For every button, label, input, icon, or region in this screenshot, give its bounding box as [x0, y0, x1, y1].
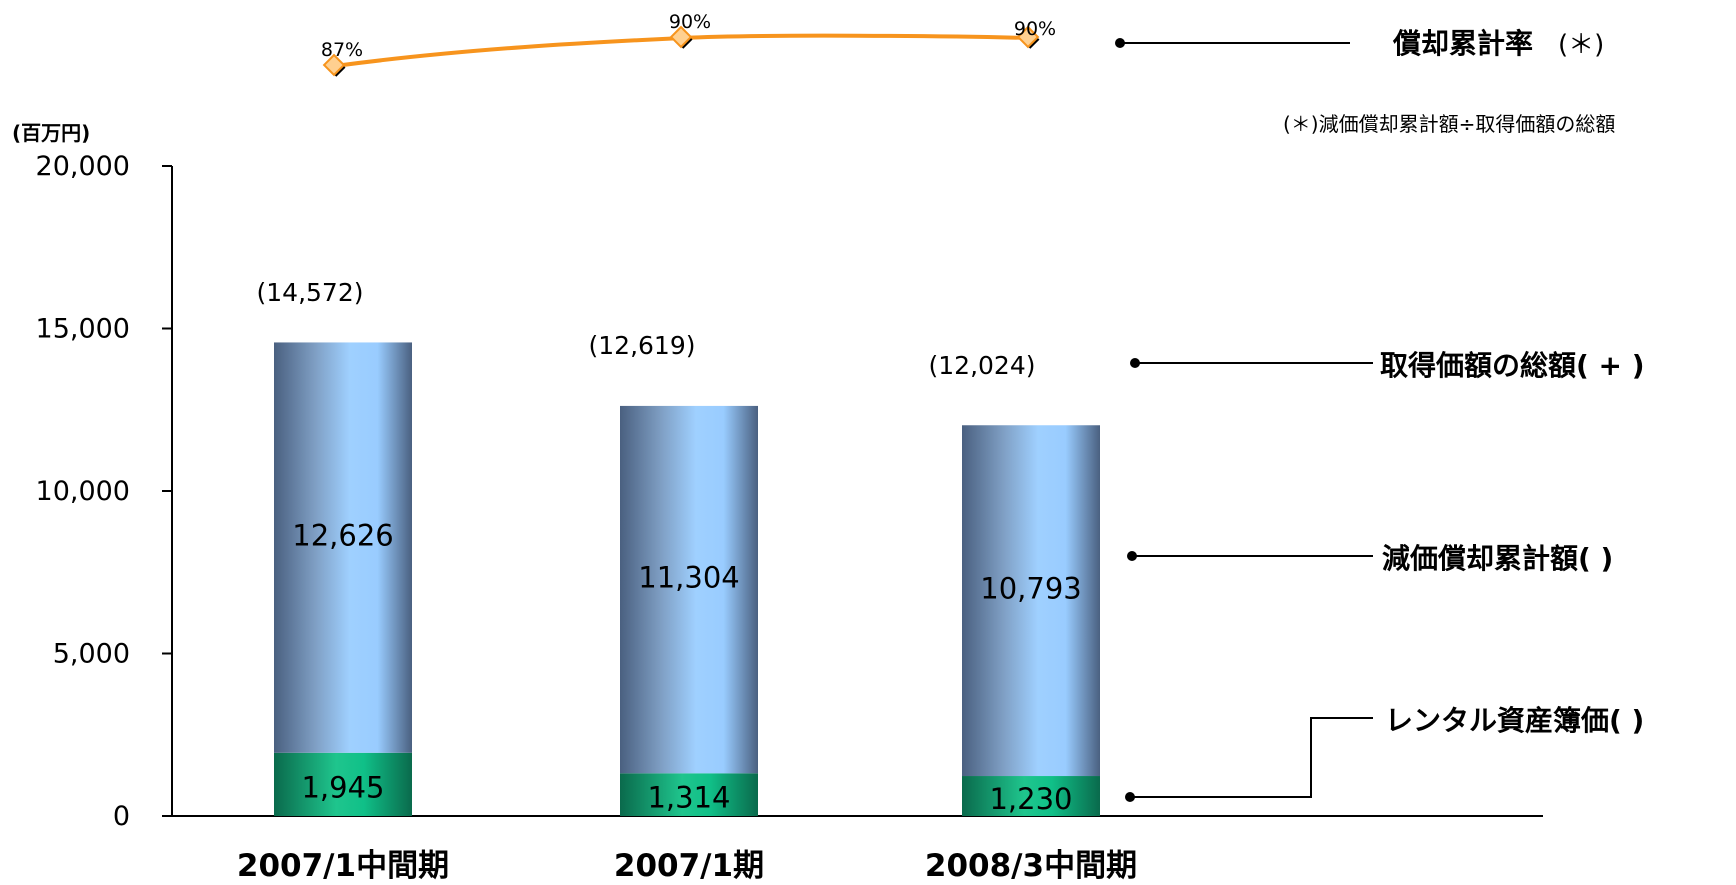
- bar-accumulated-depreciation: [274, 342, 412, 753]
- bar-total-label: (12,619): [589, 331, 696, 360]
- book-value-legend-label: レンタル資産簿価( ): [1385, 704, 1644, 737]
- x-category-label: 2007/1期: [614, 848, 764, 884]
- bar-value-label: 1,945: [301, 770, 384, 804]
- rate-value-label: 90%: [669, 11, 711, 33]
- bar-value-label: 12,626: [292, 519, 393, 553]
- rate-footnote: (＊)減価償却累計額÷取得価額の総額: [1283, 112, 1616, 136]
- depreciation-legend-label: 減価償却累計額( ): [1382, 542, 1613, 575]
- bar-book-value: [620, 773, 758, 816]
- y-tick-label: 15,000: [36, 314, 130, 345]
- rate-marker: [322, 53, 346, 77]
- bar-total-label: (14,572): [257, 278, 364, 307]
- bar-book-value: [962, 776, 1100, 816]
- bar-book-value: [274, 752, 412, 816]
- y-tick-label: 20,000: [36, 151, 130, 182]
- unit-label: (百万円): [12, 121, 91, 145]
- bar-value-label: 11,304: [638, 561, 739, 595]
- y-tick-label: 0: [113, 801, 130, 832]
- bar-value-label: 1,314: [647, 781, 730, 815]
- x-category-label: 2007/1中間期: [237, 848, 449, 884]
- y-tick-label: 10,000: [36, 476, 130, 507]
- rate-legend-suffix: (＊): [1558, 30, 1604, 60]
- rate-marker: [669, 25, 693, 49]
- rate-legend-label: 償却累計率: [1392, 27, 1533, 60]
- rate-value-label: 90%: [1014, 18, 1056, 40]
- total-legend-label: 取得価額の総額( + ): [1380, 349, 1645, 382]
- bar-total-label: (12,024): [929, 351, 1036, 380]
- bar-value-label: 10,793: [980, 572, 1081, 606]
- y-tick-label: 5,000: [53, 639, 130, 670]
- bar-accumulated-depreciation: [962, 425, 1100, 777]
- bar-value-label: 1,230: [989, 782, 1072, 816]
- book-value-legend-line: [1130, 717, 1373, 798]
- x-category-label: 2008/3中間期: [925, 848, 1137, 884]
- rate-marker: [1016, 25, 1040, 49]
- bar-accumulated-depreciation: [620, 405, 758, 774]
- rate-value-label: 87%: [321, 39, 363, 61]
